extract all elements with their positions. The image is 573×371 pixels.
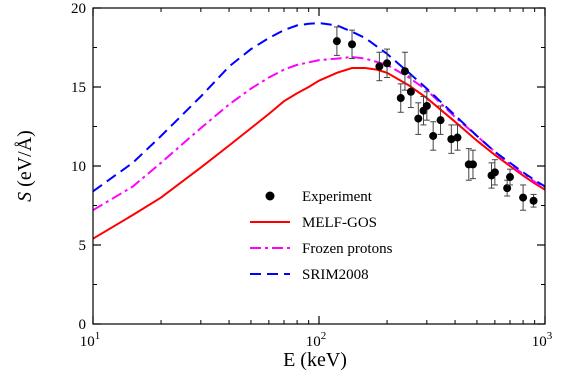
legend-item-melf-gos: MELF-GOS	[250, 215, 377, 231]
point-marker	[447, 135, 456, 144]
y-tick-label: 10	[71, 159, 86, 175]
data-point	[383, 48, 392, 79]
point-marker	[490, 168, 499, 177]
y-axis-label: S (eV/Å)	[14, 130, 36, 202]
x-tick-exponent: 2	[321, 330, 327, 342]
data-point	[468, 149, 477, 180]
data-point	[453, 124, 462, 151]
x-tick-exponent: 3	[547, 330, 553, 342]
data-point	[348, 29, 357, 60]
x-tick-base: 10	[532, 334, 547, 350]
legend-marker	[265, 191, 275, 201]
x-tick-exponent: 1	[95, 330, 101, 342]
legend-label: Experiment	[302, 189, 373, 205]
point-marker	[383, 59, 392, 68]
legend-label: Frozen protons	[302, 241, 393, 257]
point-marker	[529, 196, 538, 205]
point-marker	[468, 160, 477, 169]
data-point	[332, 26, 341, 56]
point-marker	[332, 37, 341, 46]
data-point	[414, 102, 423, 135]
data-point	[429, 121, 438, 151]
data-point	[400, 51, 409, 91]
legend: Experiment MELF-GOS Frozen protons SRIM2008	[250, 189, 393, 283]
experiment-points-layer	[332, 26, 538, 211]
y-axis-ticks: 0 5 10 15 20	[71, 1, 545, 333]
y-tick-label: 5	[79, 238, 87, 254]
x-tick-base: 10	[80, 334, 95, 350]
legend-item-frozen-protons: Frozen protons	[250, 241, 393, 257]
data-point	[447, 124, 456, 154]
legend-label: MELF-GOS	[302, 215, 377, 231]
series-line-srim2008	[92, 21, 546, 193]
point-marker	[414, 114, 423, 123]
data-point	[529, 193, 538, 208]
series-line-melf-gos	[92, 67, 546, 240]
x-tick-label: 102	[306, 330, 327, 350]
x-tick-label: 101	[80, 330, 101, 350]
legend-item-srim2008: SRIM2008	[250, 267, 369, 283]
y-tick-label: 15	[71, 80, 86, 96]
point-marker	[400, 67, 409, 76]
point-marker	[429, 131, 438, 140]
data-point	[519, 184, 528, 211]
y-tick-label: 20	[71, 1, 86, 17]
x-tick-label: 103	[532, 330, 553, 350]
point-marker	[348, 40, 357, 49]
point-marker	[396, 94, 405, 103]
point-marker	[422, 101, 431, 110]
legend-label: SRIM2008	[302, 267, 369, 283]
point-marker	[519, 193, 528, 202]
data-point	[436, 105, 445, 135]
curves-layer	[92, 21, 546, 240]
data-point	[505, 168, 514, 186]
data-point	[406, 75, 415, 109]
y-axis-label-symbol: S	[14, 192, 36, 202]
data-point	[375, 51, 384, 82]
legend-item-experiment: Experiment	[265, 189, 373, 205]
point-marker	[505, 173, 514, 182]
point-marker	[436, 116, 445, 125]
point-marker	[406, 87, 415, 96]
data-point	[490, 159, 499, 186]
data-point	[422, 91, 431, 121]
x-axis-ticks: 101 102 103	[80, 8, 553, 350]
data-point	[396, 83, 405, 113]
data-point	[503, 179, 512, 197]
point-marker	[453, 133, 462, 142]
x-axis-label: E (keV)	[283, 349, 347, 371]
x-tick-base: 10	[306, 334, 321, 350]
point-marker	[503, 184, 512, 193]
point-marker	[375, 62, 384, 71]
y-axis-label-units: (eV/Å)	[14, 130, 36, 187]
y-tick-label: 0	[79, 317, 87, 333]
